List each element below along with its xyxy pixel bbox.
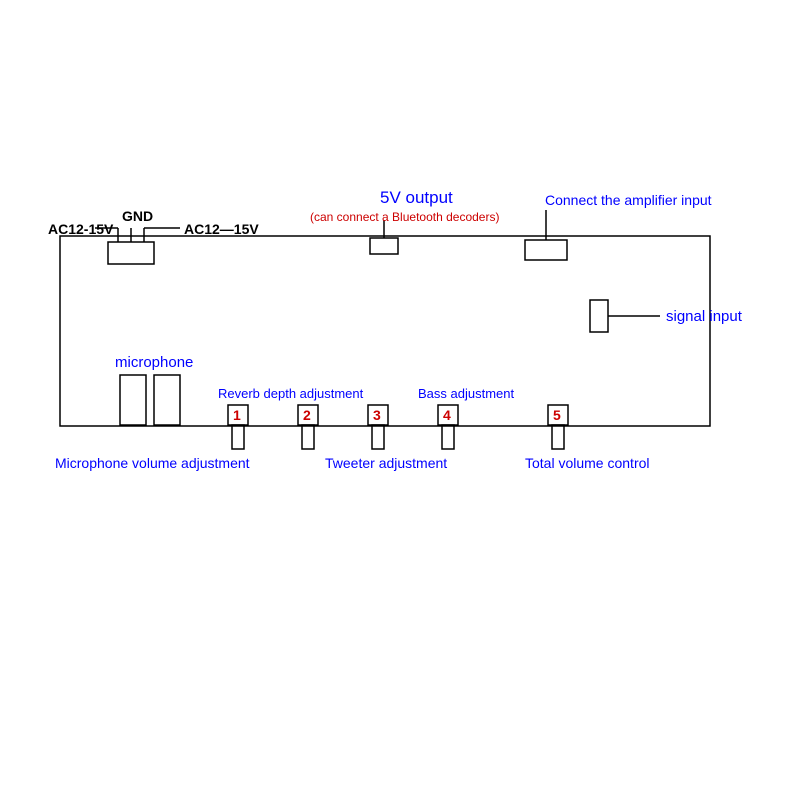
total-vol-label: Total volume control	[525, 455, 650, 471]
tweeter-label: Tweeter adjustment	[325, 455, 447, 471]
mic-jack-2	[154, 375, 180, 425]
diagram-svg	[0, 0, 800, 800]
gnd-label: GND	[122, 208, 153, 224]
knob-num-1: 1	[233, 407, 241, 423]
knob-stem-1	[232, 425, 244, 449]
knob-num-3: 3	[373, 407, 381, 423]
knob-num-2: 2	[303, 407, 311, 423]
board-outline	[60, 236, 710, 426]
ac-right-label: AC12—15V	[184, 221, 259, 237]
ac-left-label: AC12-15V	[48, 221, 113, 237]
5v-output-box	[370, 238, 398, 254]
mic-vol-label: Microphone volume adjustment	[55, 455, 250, 471]
bass-label: Bass adjustment	[418, 386, 514, 401]
knob-stem-5	[552, 425, 564, 449]
signal-input-label: signal input	[666, 308, 742, 325]
knob-stem-2	[302, 425, 314, 449]
mic-jack-1	[120, 375, 146, 425]
knob-stem-4	[442, 425, 454, 449]
knob-num-4: 4	[443, 407, 451, 423]
amp-input-box	[525, 240, 567, 260]
signal-input-box	[590, 300, 608, 332]
5v-title: 5V output	[380, 188, 453, 208]
knob-stem-3	[372, 425, 384, 449]
microphone-label: microphone	[115, 354, 193, 371]
amp-input-label: Connect the amplifier input	[545, 192, 712, 208]
gnd-connector	[108, 242, 154, 264]
5v-subtitle: (can connect a Bluetooth decoders)	[310, 210, 499, 224]
knob-num-5: 5	[553, 407, 561, 423]
reverb-label: Reverb depth adjustment	[218, 386, 363, 401]
